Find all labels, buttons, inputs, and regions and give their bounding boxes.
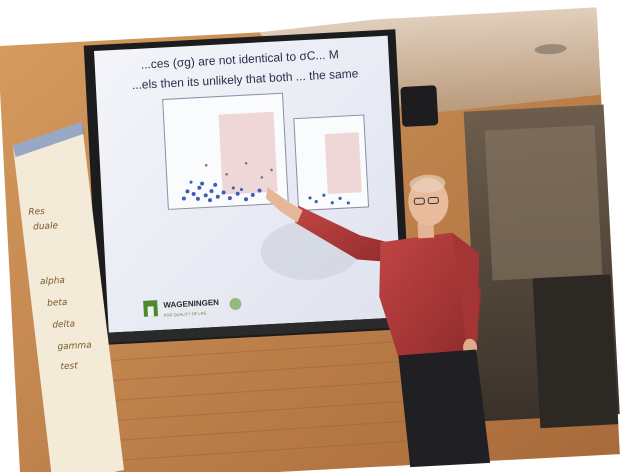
screen-bottom-bar [100, 316, 409, 344]
university-logo: WAGENINGEN FOR QUALITY OF LIFE [143, 297, 242, 318]
logo-seal [229, 297, 242, 310]
presenter [260, 174, 491, 468]
chart-highlight-left [218, 111, 278, 195]
presenter-trousers [398, 349, 491, 468]
slide-chart-right [293, 114, 370, 212]
chart-gray-points-left [204, 161, 273, 179]
flipchart-word-6: gamma [57, 341, 92, 353]
flipchart-word-4: beta [47, 298, 68, 309]
flipchart-word-3: alpha [40, 276, 65, 287]
ceiling-light [534, 44, 567, 55]
presenter-hand [265, 187, 303, 223]
flipchart-word-7: test [60, 361, 78, 372]
presenter-torso [379, 232, 482, 358]
flipchart-word-5: delta [52, 319, 75, 330]
presenter-arm [295, 205, 406, 264]
chart-points-right [308, 193, 350, 205]
speaker-box [400, 85, 439, 127]
lectern [532, 274, 619, 429]
flipchart-word-2: duale [33, 221, 59, 232]
glasses-icon [413, 197, 425, 205]
flipchart-word-1: Res [28, 207, 45, 218]
chart-points-left [181, 180, 262, 203]
presenter-right-arm [452, 232, 480, 344]
slide-chart-left [162, 92, 289, 210]
wall-poster [484, 124, 603, 281]
logo-name: WAGENINGEN [163, 298, 219, 310]
logo-subtitle: FOR QUALITY OF LIFE [164, 310, 207, 317]
flipchart-paper [12, 121, 124, 472]
flipchart: Res duale alpha beta delta gamma test [12, 121, 124, 472]
chart-highlight-right [324, 132, 362, 195]
